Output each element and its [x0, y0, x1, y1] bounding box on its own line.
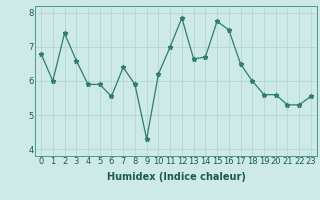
- X-axis label: Humidex (Indice chaleur): Humidex (Indice chaleur): [107, 172, 245, 182]
